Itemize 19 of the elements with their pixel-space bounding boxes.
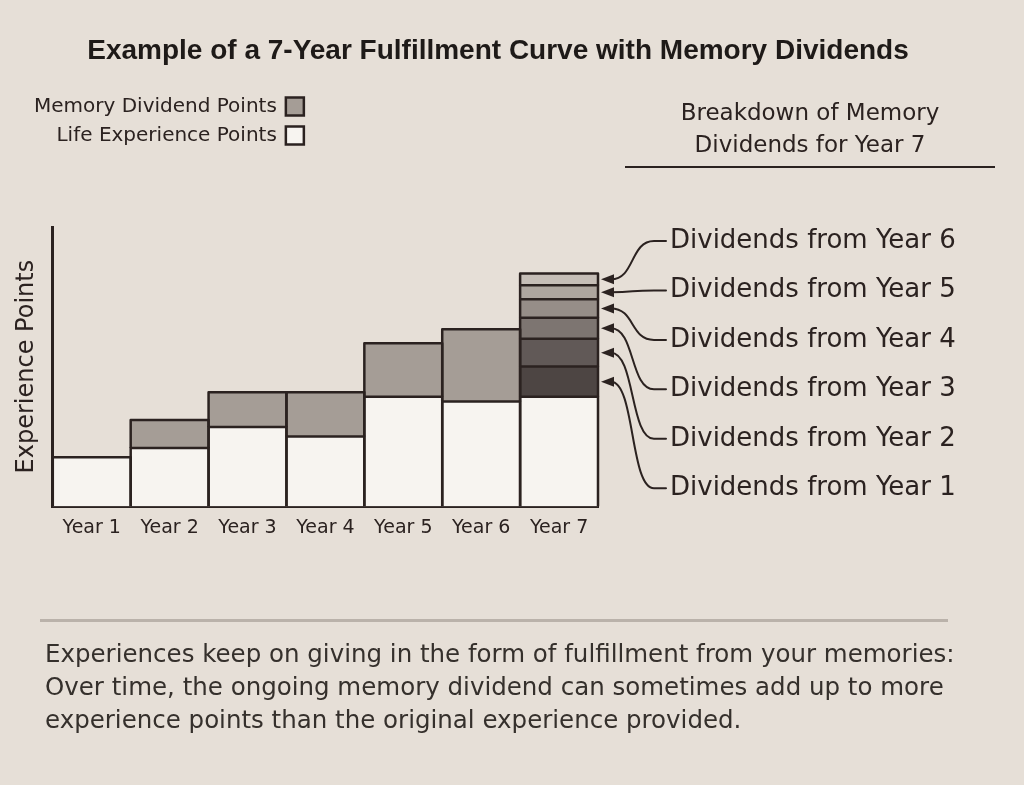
x-tick-label: Year 5 [373,514,433,537]
legend-label: Life Experience Points [56,121,277,146]
text: Dividends from Year 2 [670,421,956,452]
text: Dividends from Year 6 [670,223,956,254]
y-axis-title: Experience Points [10,259,39,474]
text: Dividends from Year 4 [670,322,956,353]
chart-title: Example of a 7-Year Fulfillment Curve with Memory Dividends [86,34,910,66]
x-tick-label: Year 6 [450,514,511,537]
text: Breakdown of Memory Dividends for Year 7 [679,98,941,159]
text: Experiences keep on giving in the form of fulfillment from your memories: Over time, the ongoing memory dividend can sometimes add up to more experience points than the original experience provided. [45,638,956,736]
x-tick-label: Year 4 [295,514,355,537]
x-tick-label: Year 1 [61,514,121,537]
x-tick-label: Year 7 [528,514,589,537]
text: Dividends from Year 3 [670,372,956,403]
legend-label: Memory Dividend Points [33,92,277,117]
x-tick-label: Year 3 [217,514,277,537]
text: Dividends from Year 5 [670,273,956,304]
text: Dividends from Year 1 [670,470,956,501]
x-tick-label: Year 2 [139,514,199,537]
